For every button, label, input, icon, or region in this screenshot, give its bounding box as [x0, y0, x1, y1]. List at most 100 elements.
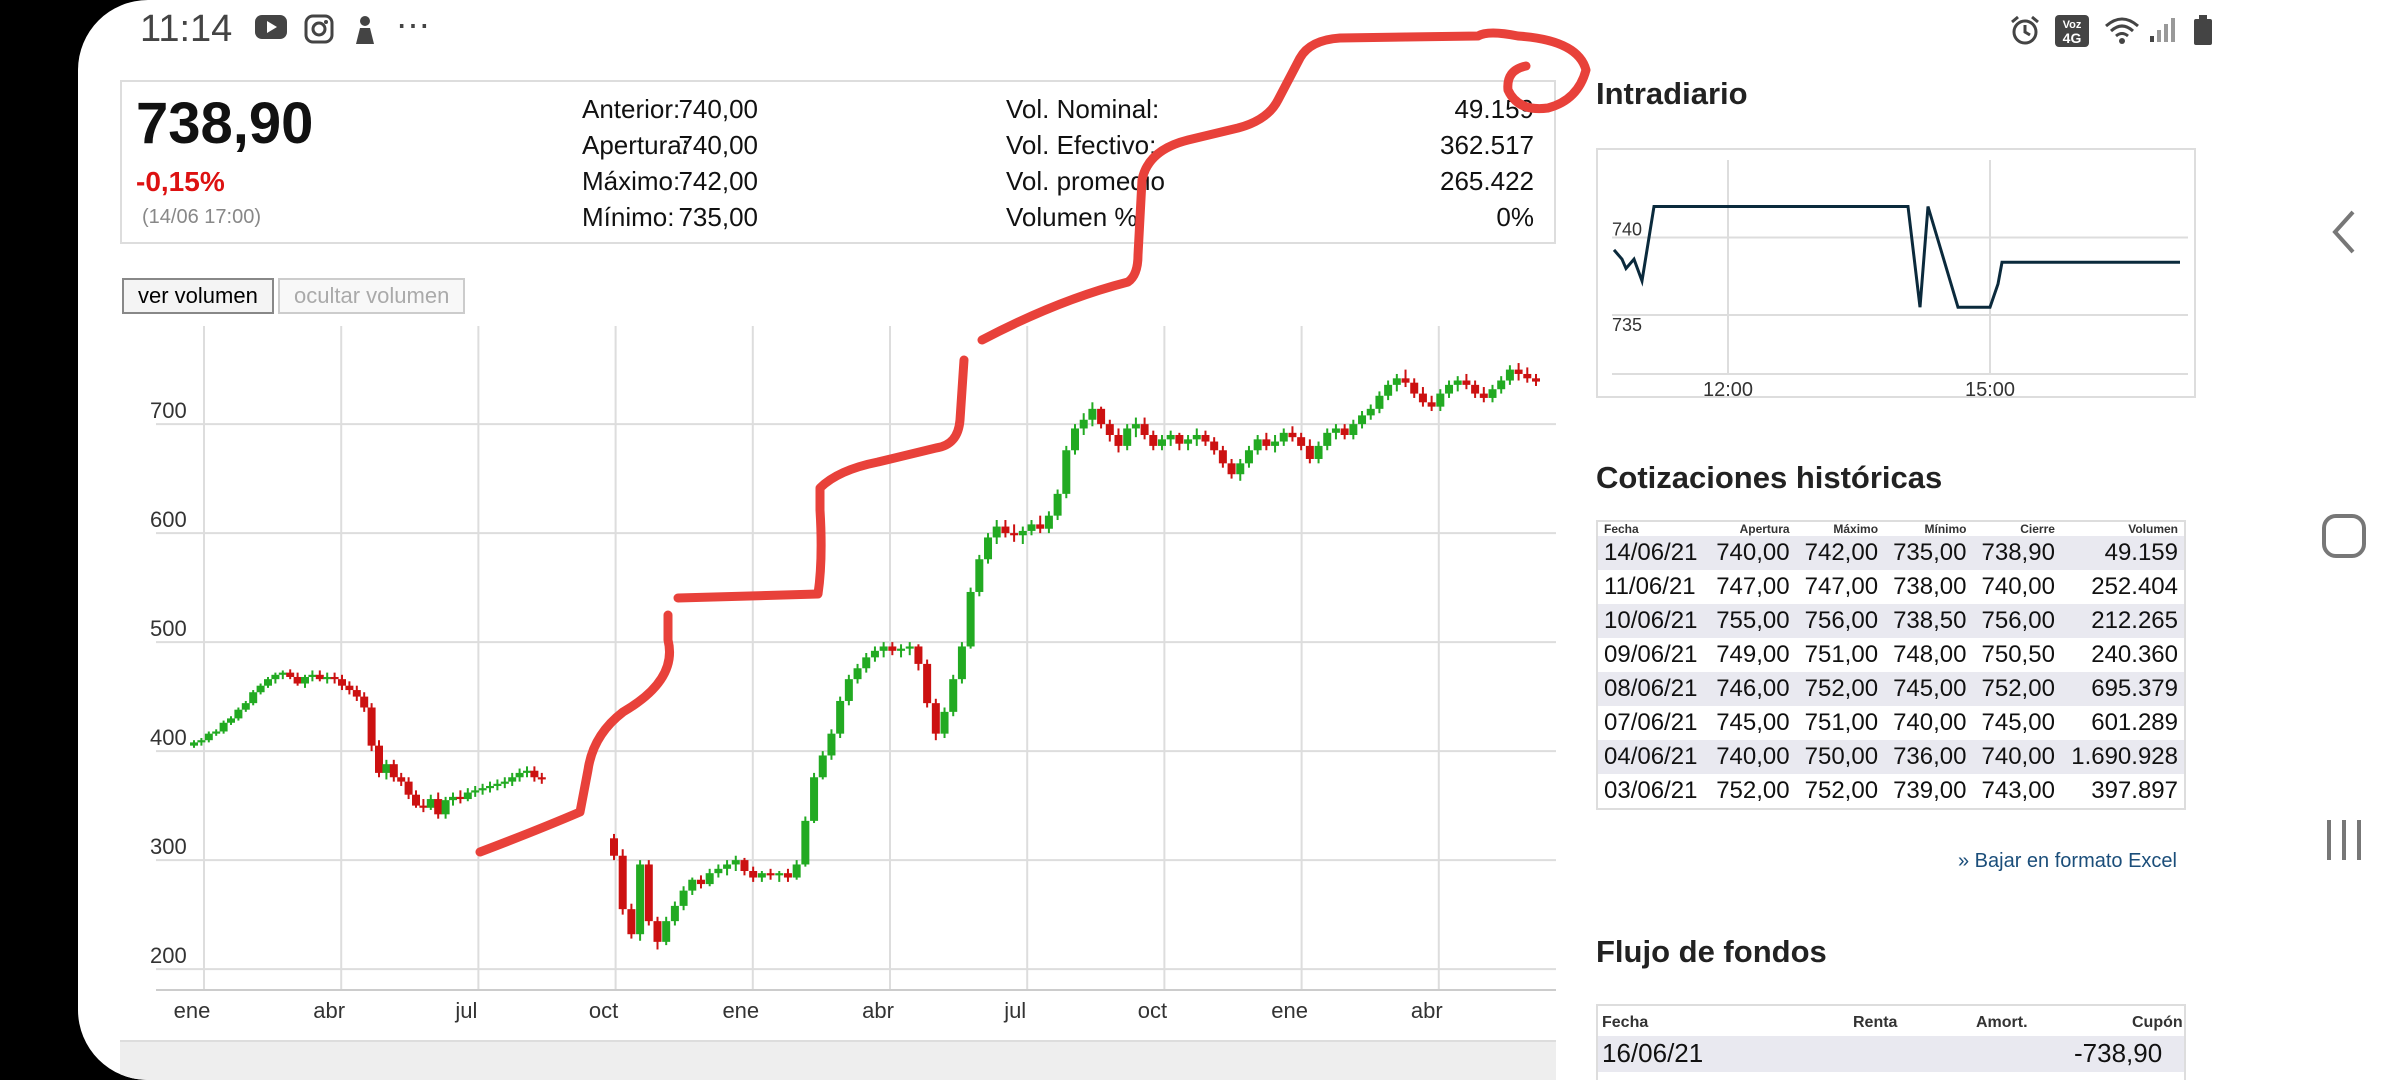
candle-body: [389, 764, 398, 778]
chart-range-scrollbar[interactable]: [120, 1040, 1556, 1080]
svg-text:Voz: Voz: [2063, 19, 2082, 31]
candle-body: [1062, 450, 1071, 494]
candle-body: [1462, 380, 1471, 385]
x-tick-label: jul: [1003, 998, 1026, 1023]
candle-body: [204, 733, 213, 741]
table-cell: 04/06/21: [1598, 740, 1708, 774]
table-row: 07/06/21 745,00 751,00 740,00 745,00 601.289: [1598, 706, 2184, 740]
candle-body: [456, 796, 465, 800]
candle-body: [636, 864, 645, 935]
table-cell: 1.690.928: [2060, 740, 2184, 774]
intraday-chart[interactable]: 735 740 12:00 15:00: [1598, 150, 2194, 401]
candle-body: [1445, 384, 1454, 394]
table-cell: 09/06/21: [1604, 641, 1698, 668]
candle-body: [1123, 428, 1132, 446]
candle-body: [1366, 408, 1375, 416]
flows-header-coupon: Cupón: [2132, 1014, 2183, 1031]
show-volume-button[interactable]: ver volumen: [122, 278, 274, 314]
table-cell: 752,00: [1972, 672, 2061, 706]
candle-body: [241, 703, 250, 710]
table-cell: 740,00: [1972, 740, 2061, 774]
candle-body: [1253, 439, 1262, 451]
nominal-volume-label: Vol. Nominal:: [1006, 94, 1160, 124]
candle-body: [897, 648, 906, 651]
candle-body: [844, 679, 853, 701]
table-row: 11/06/21 747,00 747,00 738,00 740,00 252.404: [1598, 570, 2184, 604]
table-cell: 751,00: [1804, 709, 1879, 736]
android-nav-bar: [2288, 0, 2400, 1080]
table-cell: 49.159: [2060, 536, 2184, 570]
candle-body: [1088, 408, 1097, 420]
table-cell: 752,00: [1804, 777, 1879, 804]
recents-icon[interactable]: [2288, 800, 2400, 880]
table-cell: 747,00: [1716, 573, 1790, 600]
candle-body: [530, 770, 539, 778]
table-row: 14/06/21 740,00 742,00 735,00 738,90 49.159: [1598, 536, 2184, 570]
table-cell: 740,00: [1981, 573, 2055, 600]
home-icon[interactable]: [2288, 496, 2400, 576]
table-cell: 751,00: [1804, 641, 1879, 668]
candle-body: [1218, 450, 1227, 464]
candle-body: [679, 890, 688, 906]
quote-summary: 738,90 -0,15% (14/06 17:00) Anterior: 74…: [120, 80, 1556, 244]
candle-body: [714, 868, 723, 874]
candle-body: [419, 805, 428, 808]
candle-body: [1140, 424, 1149, 435]
candle-body: [345, 685, 354, 691]
table-cell: 240.360: [2091, 641, 2178, 668]
historic-header-cell: Cierre: [2020, 522, 2055, 536]
candle-body: [984, 537, 993, 560]
app-screen: 11:14 ⋯ Voz 4G 738,90 -0,15% (14/06 17:00…: [78, 0, 2288, 1080]
candle-body: [1105, 424, 1114, 435]
volume-percent-value: 0%: [1496, 202, 1534, 232]
candle-body: [426, 799, 435, 808]
price-history-chart[interactable]: 200 300 400 500 600 700 ene abr jul oct ene abr jul o…: [116, 320, 1556, 1040]
back-icon[interactable]: [2288, 192, 2400, 272]
candle-body: [1340, 428, 1349, 435]
candle-body: [197, 740, 206, 743]
alarm-icon: [2008, 14, 2042, 48]
candle-body: [278, 672, 287, 675]
previous-value: 740,00: [678, 94, 758, 124]
candle-body: [792, 864, 801, 878]
table-cell: 739,00: [1893, 777, 1967, 804]
notification-icon: [348, 14, 382, 48]
download-excel-link[interactable]: » Bajar en formato Excel: [1958, 850, 2177, 872]
high-label: Máximo:: [582, 166, 681, 196]
table-cell: 740,00: [1707, 740, 1796, 774]
candle-body: [1532, 378, 1540, 382]
previous-label: Anterior:: [582, 94, 681, 124]
funds-flow-table: Fecha Renta Amort. Cupón 16/06/21 -738,9…: [1596, 1004, 2186, 1080]
x-tick-label: oct: [589, 998, 618, 1023]
candle-body: [486, 785, 494, 789]
table-row: 10/06/21 755,00 756,00 738,50 756,00 212.265: [1598, 604, 2184, 638]
table-cell: 735,00: [1884, 536, 1973, 570]
average-volume-label: Vol. promedio: [1006, 166, 1165, 196]
candle-body: [219, 722, 228, 732]
candle-body: [905, 646, 914, 649]
candle-body: [705, 873, 714, 885]
candle-body: [382, 764, 391, 773]
last-price: 738,90: [136, 91, 314, 156]
candle-body: [810, 777, 819, 821]
table-cell: 748,00: [1893, 641, 1967, 668]
hide-volume-button[interactable]: ocultar volumen: [278, 278, 466, 314]
candle-body: [1192, 435, 1201, 440]
table-cell: 752,00: [1716, 777, 1790, 804]
candle-body: [1149, 435, 1158, 446]
candle-body: [1436, 393, 1445, 407]
candle-body: [441, 800, 450, 815]
candle-body: [1384, 384, 1393, 396]
table-cell: 752,00: [1795, 672, 1885, 706]
table-cell: 755,00: [1707, 604, 1796, 638]
candle-body: [1358, 415, 1367, 425]
candle-body: [1010, 533, 1019, 536]
table-cell: 10/06/21: [1598, 604, 1708, 638]
candle-body: [618, 855, 627, 910]
x-tick-label: ene: [1271, 998, 1308, 1023]
candle-body: [1097, 408, 1106, 425]
table-cell: 750,50: [1981, 641, 2055, 668]
quote-timestamp: (14/06 17:00): [142, 206, 261, 228]
candle-body: [1001, 526, 1010, 534]
candle-body: [940, 711, 949, 734]
